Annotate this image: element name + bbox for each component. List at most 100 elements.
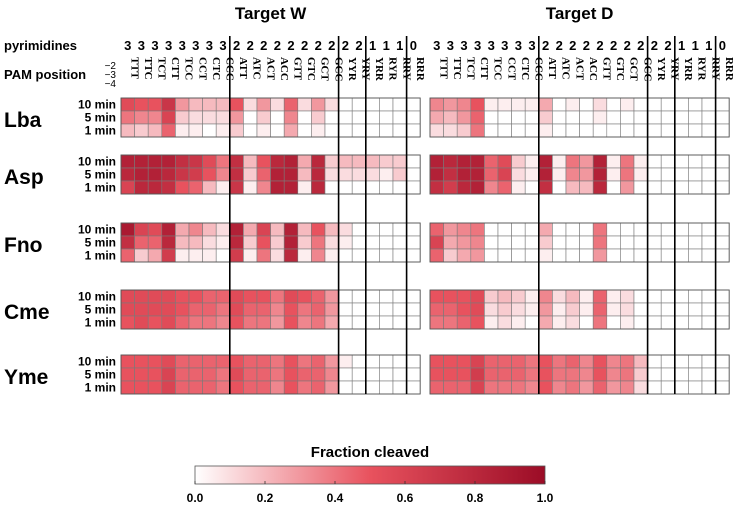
heatmap-cell: [429, 167, 444, 182]
heatmap-cell: [538, 222, 553, 237]
heatmap-cell: [620, 315, 635, 330]
block-frame: [120, 222, 421, 263]
heatmap-cell: [579, 248, 594, 263]
heatmap-cell: [620, 289, 635, 304]
pam-sequence-label: CCT: [505, 57, 517, 81]
heatmap-cell: [660, 380, 676, 395]
heatmap-cell: [592, 302, 608, 317]
heatmap-cell: [215, 167, 231, 182]
heatmap-cell: [606, 180, 621, 195]
pyrimidine-count: 1: [396, 38, 403, 53]
pam-sequence-label: GTC: [614, 57, 626, 81]
heatmap-cell: [429, 302, 444, 317]
heatmap-cell: [215, 235, 231, 250]
heatmap-cell: [552, 167, 567, 182]
heatmap-cell: [120, 180, 135, 195]
heatmap-cell: [674, 289, 689, 304]
heatmap-cell: [443, 180, 458, 195]
heatmap-cell: [524, 354, 540, 369]
heatmap-cell: [579, 354, 594, 369]
heatmap-cell: [270, 154, 285, 169]
heatmap-cell: [592, 235, 608, 250]
heatmap-cell: [470, 289, 485, 304]
pyrimidine-count: 2: [274, 38, 281, 53]
heatmap-cell: [443, 354, 458, 369]
heatmap-cell: [552, 315, 567, 330]
heatmap-cell: [256, 302, 271, 317]
heatmap-cell: [633, 154, 648, 169]
heatmap-cell: [484, 97, 499, 112]
heatmap-cell: [592, 354, 608, 369]
heatmap-cell: [120, 222, 135, 237]
heatmap-cell: [688, 248, 703, 263]
heatmap-cell: [134, 380, 149, 395]
heatmap-cell: [688, 367, 703, 382]
heatmap-cell: [175, 97, 190, 112]
heatmap-cell: [429, 367, 444, 382]
heatmap-cell: [392, 289, 407, 304]
time-point-label: 5 min: [85, 368, 116, 382]
heatmap-cell: [565, 110, 580, 125]
heatmap-cell: [188, 235, 203, 250]
heatmap-cell: [256, 315, 271, 330]
heatmap-cell: [565, 180, 580, 195]
heatmap-cell: [243, 367, 258, 382]
heatmap-cell: [243, 97, 258, 112]
pam-sequence-label: TTC: [451, 57, 463, 80]
heatmap-cell: [338, 222, 353, 237]
heatmap-cell: [579, 123, 594, 138]
heatmap-cell: [497, 167, 512, 182]
heatmap-cell: [270, 380, 285, 395]
heatmap-cell: [243, 354, 258, 369]
heatmap-cell: [565, 222, 580, 237]
heatmap-cell: [484, 354, 499, 369]
heatmap-cell: [392, 315, 407, 330]
pyrimidine-count: 1: [383, 38, 390, 53]
heatmap-cell: [538, 154, 553, 169]
heatmap-cell: [647, 380, 662, 395]
heatmap-cell: [429, 380, 444, 395]
heatmap-cell: [283, 180, 299, 195]
heatmap-cell: [511, 97, 526, 112]
pyrimidine-count: 2: [355, 38, 362, 53]
heatmap-cell: [633, 248, 648, 263]
heatmap-cell: [524, 180, 540, 195]
heatmap-cell: [674, 110, 689, 125]
heatmap-cell: [484, 123, 499, 138]
heatmap-cell: [484, 235, 499, 250]
heatmap-cell: [134, 222, 149, 237]
heatmap-cell: [175, 367, 190, 382]
heatmap-cell: [538, 235, 553, 250]
heatmap-cell: [147, 97, 163, 112]
heatmap-cell: [511, 289, 526, 304]
heatmap-cell: [620, 222, 635, 237]
heatmap-cell: [188, 222, 203, 237]
heatmap-cell: [592, 248, 608, 263]
heatmap-cell: [647, 154, 662, 169]
heatmap-cell: [701, 380, 716, 395]
heatmap-cell: [351, 380, 367, 395]
pyrimidine-count: 2: [301, 38, 308, 53]
heatmap-cell: [606, 380, 621, 395]
pyrimidine-count: 2: [328, 38, 335, 53]
heatmap-cell: [324, 97, 339, 112]
pam-sequence-label: YRR: [682, 57, 694, 82]
heatmap-cell: [715, 235, 730, 250]
heatmap-cell: [175, 154, 190, 169]
heatmap-cell: [351, 302, 367, 317]
heatmap-cell: [202, 110, 217, 125]
heatmap-cell: [484, 222, 499, 237]
heatmap-cell: [283, 110, 299, 125]
heatmap-cell: [311, 380, 326, 395]
heatmap-cell: [497, 154, 512, 169]
heatmap-cell: [497, 302, 512, 317]
heatmap-cell: [202, 180, 217, 195]
pyrimidines-label: pyrimidines: [4, 38, 77, 53]
time-point-label: 5 min: [85, 303, 116, 317]
heatmap-cell: [674, 123, 689, 138]
colorbar-tick-label: 0.2: [257, 491, 274, 505]
pyrimidine-count: 1: [369, 38, 376, 53]
heatmap-cell: [511, 302, 526, 317]
heatmap-cell: [633, 367, 648, 382]
heatmap-cell: [161, 110, 176, 125]
